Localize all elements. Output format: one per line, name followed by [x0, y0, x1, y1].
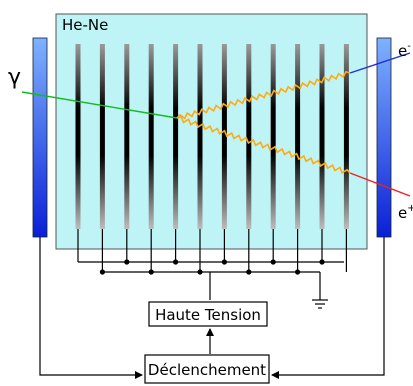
left-scintillator [32, 37, 48, 238]
junction-dot [173, 259, 179, 265]
electrode-plate [295, 44, 301, 229]
positron-track [349, 172, 411, 197]
junction-dot [319, 259, 325, 265]
right-scintillator-feed [271, 237, 385, 379]
plate-wire-drops [77, 229, 347, 272]
electron-track [349, 52, 411, 74]
positron-spark-track [176, 116, 351, 174]
chamber-label: He-Ne [62, 16, 108, 34]
electrode-plate [221, 44, 227, 229]
positron-label: e+ [398, 203, 413, 222]
left-scintillator-feed [39, 237, 143, 379]
junction-dot [124, 259, 130, 265]
junction-dot [148, 269, 154, 275]
gamma-label: γ [8, 65, 21, 90]
junction-dot [270, 259, 276, 265]
electrode-plate [148, 44, 154, 229]
electrode-plate [270, 44, 276, 229]
junction-dot [295, 269, 301, 275]
positron-charge: + [407, 203, 413, 214]
high-voltage-box [148, 301, 268, 327]
electrode-plate [343, 44, 349, 229]
ground-icon [312, 272, 328, 309]
plate-wiring [78, 261, 344, 300]
electrode-plate [246, 44, 252, 229]
electrode-plates [75, 44, 349, 229]
right-scintillator [376, 37, 392, 238]
junction-dot [246, 269, 252, 275]
electrode-plate [319, 44, 325, 229]
high-voltage-label: Haute Tension [155, 306, 261, 324]
electron-charge: - [407, 41, 411, 52]
junction-dot [221, 259, 227, 265]
electrode-plate [124, 44, 130, 229]
junction-dot [197, 269, 203, 275]
electrode-plate [173, 44, 179, 229]
electron-label: e- [398, 41, 411, 60]
electrode-plate [197, 44, 203, 229]
trigger-box [144, 354, 270, 384]
gamma-track [21, 91, 178, 119]
junction-dot [99, 269, 105, 275]
electron-symbol: e [398, 42, 407, 60]
junction-dots [99, 259, 325, 275]
positron-symbol: e [398, 204, 407, 222]
electron-spark-track [176, 70, 351, 120]
electrode-plate [75, 44, 81, 229]
trigger-label: Déclenchement [148, 361, 266, 379]
electrode-plate [99, 44, 105, 229]
